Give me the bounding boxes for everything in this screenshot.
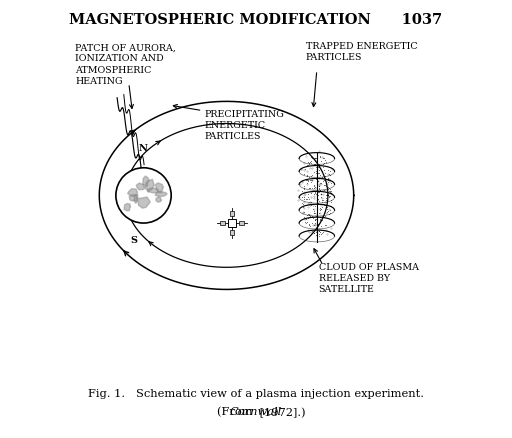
Polygon shape [134,195,138,204]
Polygon shape [127,189,138,197]
Polygon shape [136,184,145,191]
Polygon shape [147,188,159,194]
Polygon shape [138,198,151,208]
Text: CLOUD OF PLASMA
RELEASED BY
SATELLITE: CLOUD OF PLASMA RELEASED BY SATELLITE [318,262,419,293]
Text: MAGNETOSPHERIC MODIFICATION      1037: MAGNETOSPHERIC MODIFICATION 1037 [70,13,442,27]
Text: TRAPPED ENERGETIC
PARTICLES: TRAPPED ENERGETIC PARTICLES [306,42,417,61]
Text: PRECIPITATING
ENERGETIC
PARTICLES: PRECIPITATING ENERGETIC PARTICLES [204,110,284,141]
Polygon shape [143,177,150,187]
Text: [1972].): [1972].) [256,406,306,417]
Text: (From: (From [217,406,256,417]
Text: Fig. 1.   Schematic view of a plasma injection experiment.: Fig. 1. Schematic view of a plasma injec… [88,388,424,398]
Bar [228,219,237,228]
Polygon shape [145,180,154,192]
Text: S: S [130,236,137,244]
Text: N: N [138,144,147,152]
Polygon shape [124,204,131,211]
Polygon shape [156,184,163,193]
Bar [230,230,234,236]
Bar [230,212,234,216]
Bar [239,221,244,226]
Polygon shape [156,197,162,203]
Text: Cornwall: Cornwall [230,406,282,417]
Text: PATCH OF AURORA,
IONIZATION AND
ATMOSPHERIC
HEATING: PATCH OF AURORA, IONIZATION AND ATMOSPHE… [75,43,176,85]
Polygon shape [129,195,137,201]
Bar [220,221,225,226]
Circle shape [116,168,171,223]
Polygon shape [155,192,167,197]
